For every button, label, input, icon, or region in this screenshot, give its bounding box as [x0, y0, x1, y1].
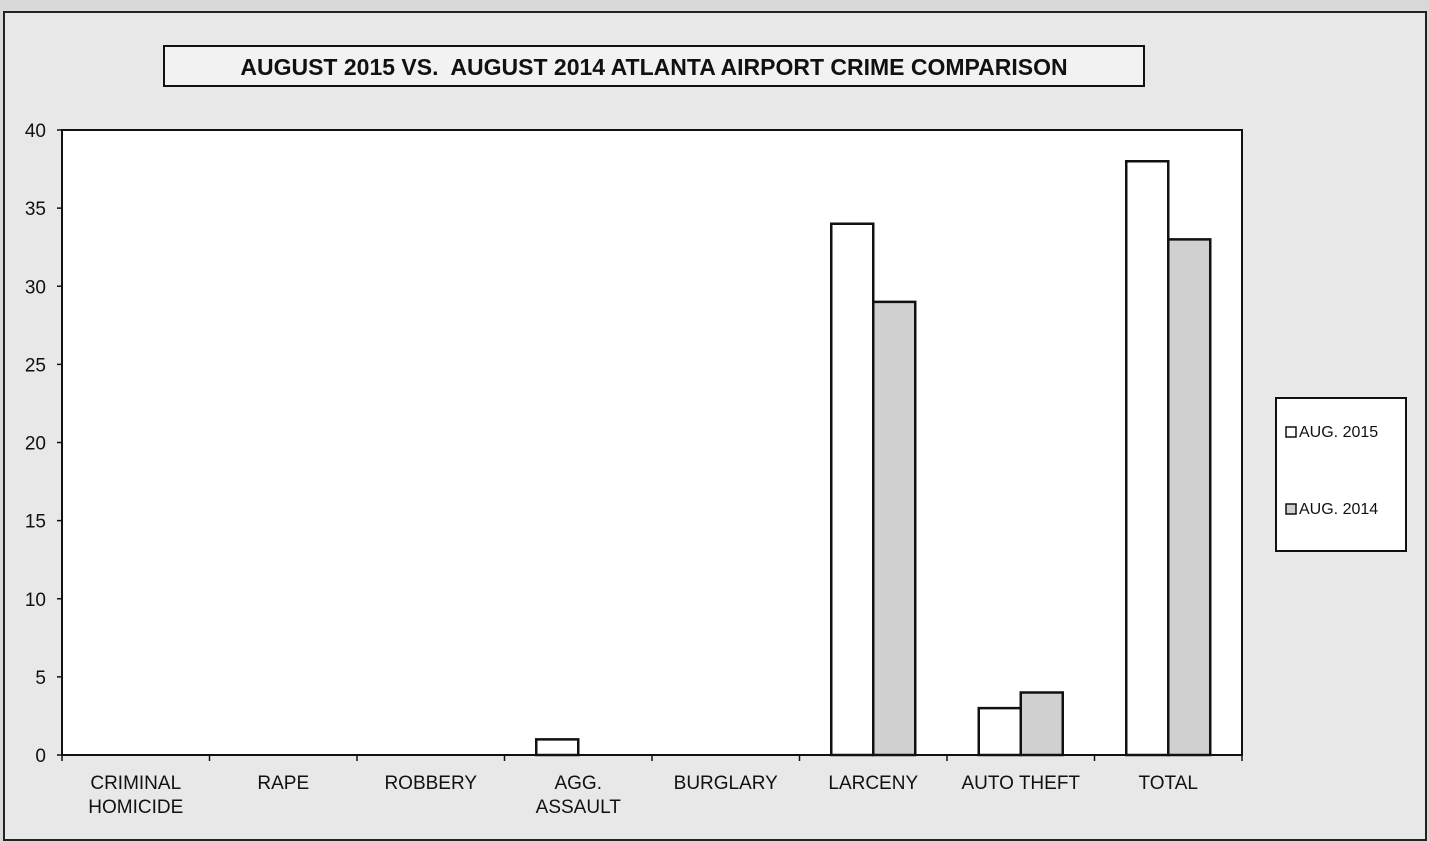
legend-box [1275, 397, 1407, 552]
legend: AUG. 2015 AUG. 2014 [1275, 397, 1407, 552]
legend-swatch [1285, 426, 1297, 438]
bars [535, 160, 1212, 757]
legend-label: AUG. 2015 [1299, 424, 1378, 441]
x-tick-label: LARCENY [828, 773, 918, 794]
legend-label: AUG. 2014 [1299, 501, 1378, 518]
title-box [163, 45, 1145, 87]
x-tick-label-line: AGG. [554, 773, 602, 794]
bar-aug-2015 [977, 706, 1022, 757]
y-tick-label: 0 [35, 746, 46, 767]
x-tick-label-line: LARCENY [828, 773, 918, 794]
y-tick-label: 25 [25, 355, 46, 376]
x-tick-label-line: AUTO THEFT [961, 773, 1080, 794]
x-tick-label: CRIMINAL HOMICIDE [88, 773, 183, 818]
chart-title: AUGUST 2015 VS. AUGUST 2014 ATLANTA AIRP… [240, 54, 1067, 80]
bar-aug-2015 [1125, 160, 1170, 757]
x-tick-label-line: HOMICIDE [88, 797, 183, 818]
x-tick-label: BURGLARY [674, 773, 779, 794]
bar-aug-2014 [872, 300, 917, 757]
bar-aug-2015 [535, 738, 580, 757]
x-axis: CRIMINAL HOMICIDE RAPE ROBBERY AGG. ASSAULT BU… [61, 755, 1243, 818]
y-tick-label: 30 [25, 277, 46, 298]
y-tick-label: 15 [25, 512, 46, 533]
bar-aug-2014 [1167, 238, 1212, 757]
y-tick-label: 10 [25, 590, 46, 611]
x-tick-label: TOTAL [1139, 773, 1198, 794]
y-tick-label: 20 [25, 434, 46, 455]
plot-area [61, 129, 1243, 756]
legend-swatch [1285, 503, 1297, 515]
y-tick-label: 40 [25, 121, 46, 142]
bar-aug-2014 [1019, 691, 1064, 757]
x-tick-label-line: CRIMINAL [90, 773, 181, 794]
y-tick-label: 5 [35, 668, 46, 689]
x-tick-label: RAPE [257, 773, 309, 794]
x-tick-label: AGG. ASSAULT [536, 773, 622, 818]
x-tick-label-line: BURGLARY [674, 773, 779, 794]
bar-aug-2015 [830, 222, 875, 757]
x-tick-label: ROBBERY [384, 773, 477, 794]
y-axis: 0 5 10 15 20 25 30 35 40 [25, 121, 62, 767]
x-tick-label-line: TOTAL [1139, 773, 1198, 794]
x-tick-label-line: ROBBERY [384, 773, 477, 794]
x-tick-label: AUTO THEFT [961, 773, 1080, 794]
x-tick-label-line: ASSAULT [536, 797, 622, 818]
y-tick-label: 35 [25, 199, 46, 220]
x-tick-label-line: RAPE [257, 773, 309, 794]
